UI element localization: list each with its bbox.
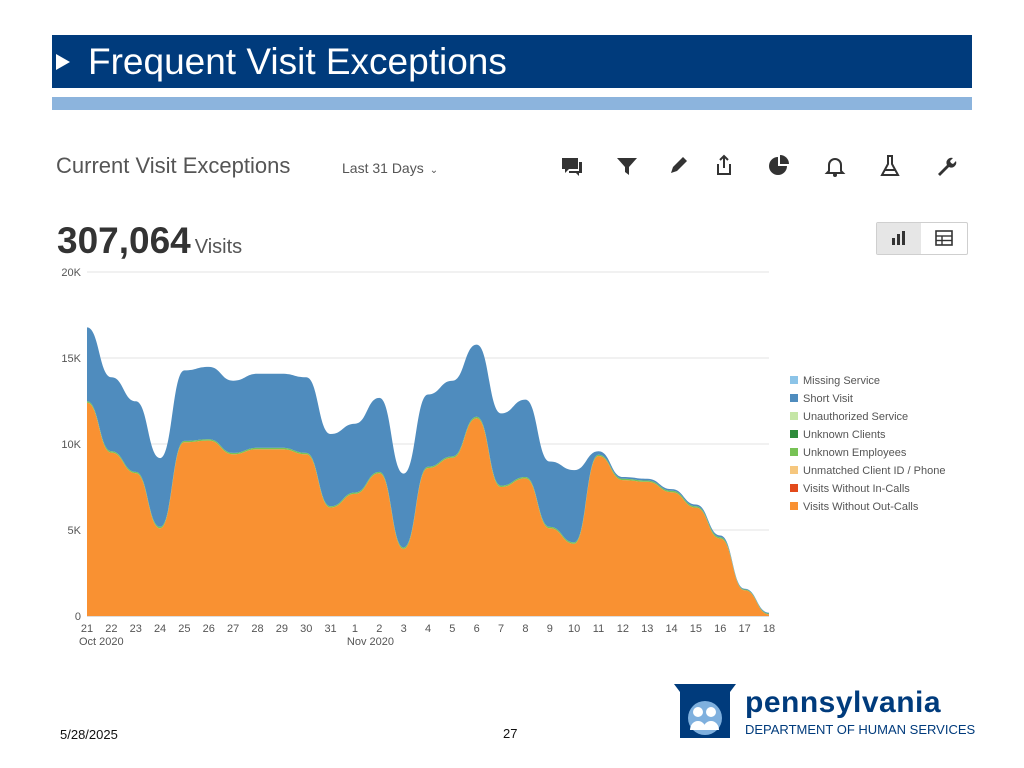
wrench-icon[interactable] [932,152,960,180]
legend-swatch [790,430,798,438]
y-tick-label: 10K [61,439,81,451]
legend-swatch [790,448,798,456]
bar-chart-icon [892,231,905,245]
x-tick-label: 10 [568,623,580,635]
dhs-logo: pennsylvania DEPARTMENT OF HUMAN SERVICE… [672,682,977,746]
x-tick-label: 15 [690,623,702,635]
title-underline [52,97,972,110]
period-label: Last 31 Days [342,160,424,176]
total-visits: 307,064 Visits [57,220,242,262]
x-tick-label: 14 [665,623,677,635]
legend-swatch [790,394,798,402]
flask-icon[interactable] [876,152,904,180]
x-tick-label: 11 [593,623,604,635]
x-tick-label: 31 [324,623,336,635]
x-tick-label: 5 [449,623,455,635]
area-visits-without-out-calls [87,402,769,616]
x-tick-label: 2 [376,623,382,635]
filter-icon[interactable] [613,152,641,180]
x-tick-label: 23 [130,623,142,635]
comment-icon[interactable] [558,152,586,180]
y-tick-label: 20K [61,267,81,279]
title-arrow-icon [56,54,70,70]
legend-swatch [790,484,798,492]
x-tick-label: 30 [300,623,312,635]
period-dropdown[interactable]: Last 31 Days ⌄ [342,160,438,176]
dashboard-toolbar [558,152,968,180]
total-value: 307,064 [57,220,191,261]
x-tick-label: 24 [154,623,166,635]
legend-swatch [790,412,798,420]
x-tick-label: 27 [227,623,239,635]
y-tick-label: 5K [68,525,82,537]
legend-label: Unmatched Client ID / Phone [803,465,945,477]
page-number: 27 [503,726,518,741]
area-short-visit [87,327,769,614]
x-tick-label: 1 [352,623,358,635]
chevron-down-icon: ⌄ [429,165,439,176]
pencil-icon[interactable] [664,152,692,180]
legend-swatch [790,376,798,384]
slide-title-bar: Frequent Visit Exceptions [52,35,972,88]
x-tick-label: 17 [739,623,751,635]
logo-name: pennsylvania [745,686,942,719]
x-tick-label: 25 [178,623,190,635]
x-tick-label: 4 [425,623,431,635]
chart-view-button[interactable] [877,223,921,254]
legend-label: Visits Without Out-Calls [803,501,919,513]
legend-label: Visits Without In-Calls [803,483,910,495]
table-view-button[interactable] [922,223,966,254]
legend-label: Missing Service [803,375,880,387]
bell-icon[interactable] [821,152,849,180]
share-icon[interactable] [710,152,738,180]
x-tick-label: 12 [617,623,629,635]
x-group-label: Nov 2020 [347,636,394,648]
x-tick-label: 28 [251,623,263,635]
slide-title: Frequent Visit Exceptions [88,41,507,82]
y-tick-label: 0 [75,611,81,623]
x-group-label: Oct 2020 [79,636,124,648]
legend-label: Short Visit [803,393,853,405]
total-unit: Visits [194,236,243,258]
logo-department: DEPARTMENT OF HUMAN SERVICES [745,722,976,737]
x-tick-label: 7 [498,623,504,635]
dashboard-title: Current Visit Exceptions [56,153,291,178]
x-tick-label: 29 [276,623,288,635]
legend-swatch [790,502,798,510]
x-tick-label: 21 [81,623,93,635]
x-tick-label: 16 [714,623,726,635]
x-tick-label: 22 [105,623,117,635]
x-tick-label: 3 [401,623,407,635]
slide-date: 5/28/2025 [60,727,118,742]
x-tick-label: 6 [474,623,480,635]
legend-swatch [790,466,798,474]
view-toggle [876,222,968,255]
pie-chart-icon[interactable] [765,152,793,180]
table-icon [935,230,953,246]
y-tick-label: 15K [61,353,81,365]
keystone-logo-icon [674,684,736,738]
legend-label: Unauthorized Service [803,411,908,423]
x-tick-label: 26 [203,623,215,635]
x-tick-label: 8 [522,623,528,635]
x-tick-label: 18 [763,623,775,635]
legend-label: Unknown Clients [803,429,886,441]
x-tick-label: 9 [547,623,553,635]
legend-label: Unknown Employees [803,447,907,459]
x-tick-label: 13 [641,623,653,635]
